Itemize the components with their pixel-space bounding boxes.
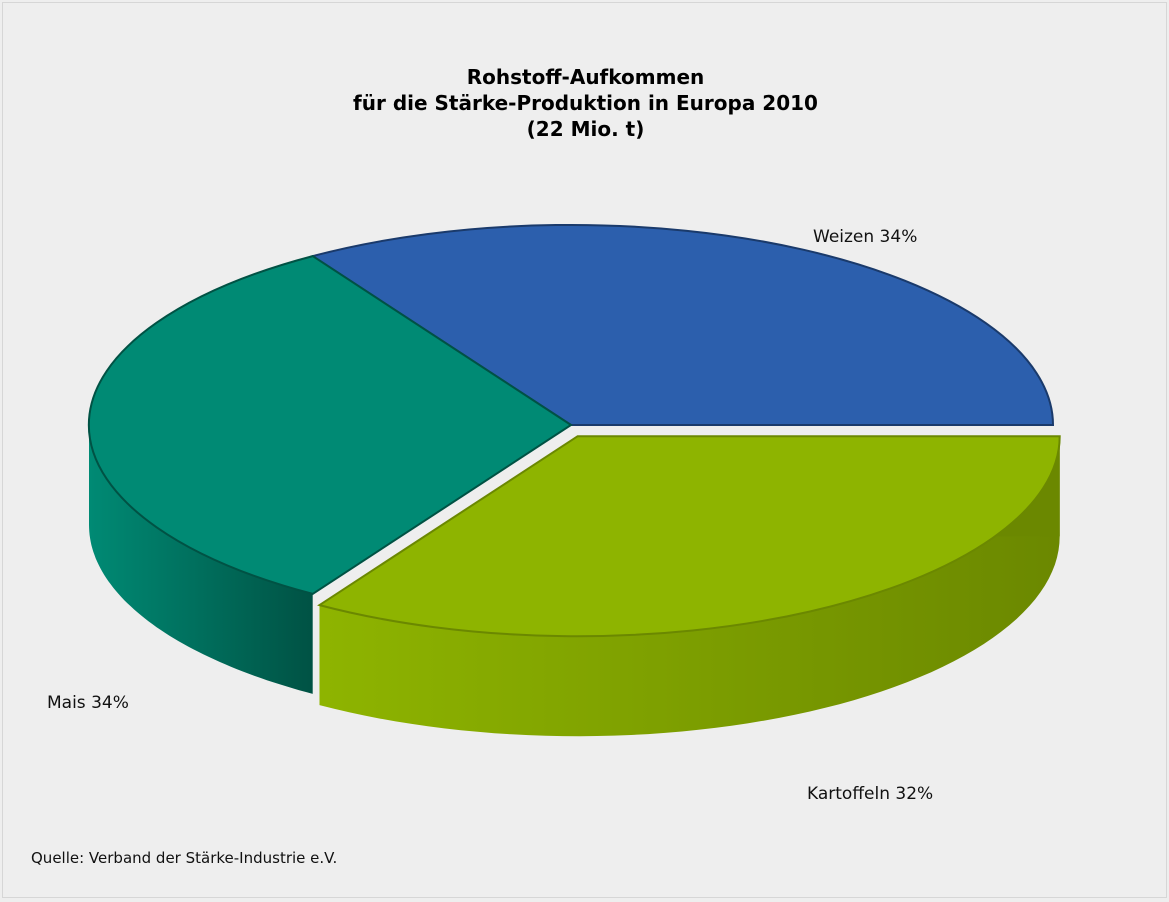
slice-label-kartoffeln: Kartoffeln 32% (807, 784, 934, 804)
chart-title-line-3: (22 Mio. t) (526, 117, 645, 141)
slice-label-mais: Mais 34% (47, 693, 129, 713)
source-note: Quelle: Verband der Stärke-Industrie e.V… (31, 849, 338, 867)
chart-title-line-2: für die Stärke-Produktion in Europa 2010 (353, 91, 818, 115)
slice-kartoffeln (87, 255, 573, 595)
slice-label-weizen: Weizen 34% (813, 227, 918, 247)
slice-side-kartoffeln (89, 425, 313, 694)
slice-side-mais (319, 436, 1060, 737)
pie-chart (87, 223, 1061, 737)
slice-mais (317, 435, 1061, 638)
chart-title-line-1: Rohstoff-Aufkommen (466, 65, 705, 89)
slice-weizen (310, 223, 1055, 426)
